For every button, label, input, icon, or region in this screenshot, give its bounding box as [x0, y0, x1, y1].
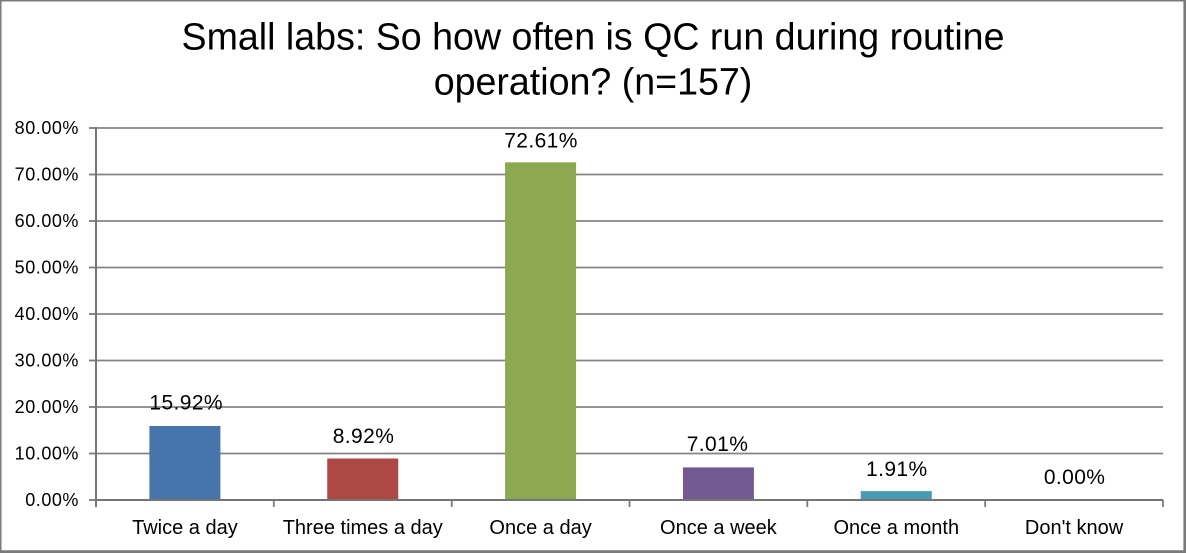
- svg-text:20.00%: 20.00%: [15, 397, 79, 417]
- svg-text:Once a week: Once a week: [660, 517, 778, 539]
- svg-text:operation? (n=157): operation? (n=157): [434, 61, 753, 103]
- svg-text:40.00%: 40.00%: [15, 304, 79, 324]
- svg-text:72.61%: 72.61%: [504, 130, 578, 153]
- svg-text:80.00%: 80.00%: [15, 118, 79, 138]
- svg-text:0.00%: 0.00%: [25, 490, 79, 510]
- svg-text:8.92%: 8.92%: [333, 425, 395, 448]
- svg-text:30.00%: 30.00%: [15, 350, 79, 370]
- svg-text:15.92%: 15.92%: [149, 392, 223, 415]
- svg-text:60.00%: 60.00%: [15, 211, 79, 231]
- svg-text:Three times a day: Three times a day: [283, 517, 443, 539]
- svg-text:0.00%: 0.00%: [1044, 466, 1106, 489]
- svg-text:10.00%: 10.00%: [15, 443, 79, 463]
- svg-text:Don't know: Don't know: [1025, 517, 1124, 539]
- svg-text:50.00%: 50.00%: [15, 257, 79, 277]
- svg-text:Once a day: Once a day: [489, 517, 591, 539]
- svg-text:Twice a day: Twice a day: [132, 517, 238, 539]
- svg-text:70.00%: 70.00%: [15, 164, 79, 184]
- svg-text:1.91%: 1.91%: [866, 458, 928, 481]
- svg-text:7.01%: 7.01%: [687, 433, 749, 456]
- svg-text:Once a month: Once a month: [833, 517, 959, 539]
- svg-text:Small labs: So how often is QC: Small labs: So how often is QC run durin…: [182, 15, 1005, 57]
